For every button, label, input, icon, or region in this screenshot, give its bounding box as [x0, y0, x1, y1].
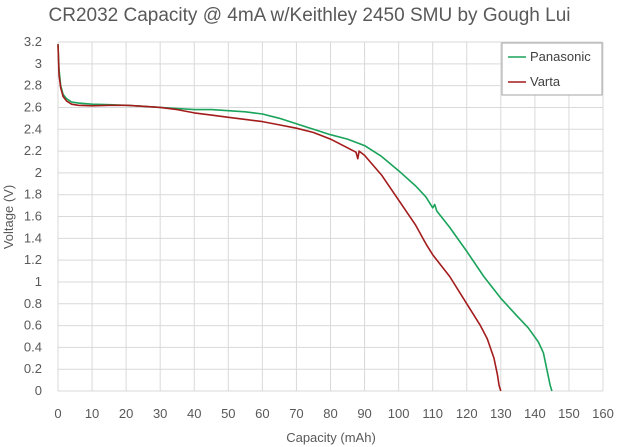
x-tick-label: 20	[119, 406, 133, 421]
x-axis-ticks: 0 10 20 30 40 50 60 70 80 90 100 110 120 130 140 150 160	[54, 406, 613, 421]
x-tick-label: 140	[524, 406, 546, 421]
legend-label-panasonic: Panasonic	[530, 49, 591, 64]
y-tick-label: 1.8	[24, 187, 42, 202]
legend-label-varta: Varta	[530, 74, 561, 89]
x-tick-label: 10	[85, 406, 99, 421]
y-tick-label: 0.8	[24, 296, 42, 311]
y-tick-label: 1.2	[24, 252, 42, 267]
x-tick-label: 110	[422, 406, 443, 421]
y-tick-label: 1.4	[24, 230, 42, 245]
y-tick-label: 0.2	[24, 361, 42, 376]
x-tick-label: 90	[357, 406, 371, 421]
y-tick-label: 2.2	[24, 143, 42, 158]
y-tick-label: 2.4	[24, 121, 42, 136]
x-tick-label: 150	[558, 406, 580, 421]
legend-box	[501, 42, 603, 96]
y-tick-label: 3	[35, 56, 42, 71]
chart-title: CR2032 Capacity @ 4mA w/Keithley 2450 SM…	[48, 5, 571, 26]
series-line-varta	[57, 44, 502, 392]
series-lines	[57, 44, 553, 392]
x-tick-label: 40	[187, 406, 201, 421]
x-tick-label: 80	[323, 406, 337, 421]
y-tick-label: 1.6	[24, 209, 42, 224]
y-tick-label: 0.4	[24, 339, 42, 354]
x-tick-label: 60	[255, 406, 269, 421]
x-tick-label: 70	[289, 406, 303, 421]
x-tick-label: 130	[490, 406, 512, 421]
y-axis-title: Voltage (V)	[1, 185, 16, 249]
y-tick-label: 3.2	[24, 34, 42, 49]
x-tick-label: 30	[153, 406, 167, 421]
y-tick-label: 2.6	[24, 99, 42, 114]
y-tick-label: 0	[35, 383, 42, 398]
y-tick-label: 2.8	[24, 78, 42, 93]
series-line-panasonic	[57, 44, 553, 392]
y-tick-label: 0.6	[24, 318, 42, 333]
x-axis-title: Capacity (mAh)	[286, 430, 376, 445]
legend: Panasonic Varta	[501, 42, 603, 96]
x-tick-label: 160	[592, 406, 614, 421]
y-axis-ticks: 0 0.2 0.4 0.6 0.8 1 1.2 1.4 1.6 1.8 2 2.2 2.4 2.6 2.8 3…	[24, 34, 42, 398]
x-tick-label: 0	[54, 406, 61, 421]
x-tick-label: 50	[221, 406, 235, 421]
x-tick-label: 120	[456, 406, 478, 421]
y-tick-label: 1	[35, 274, 42, 289]
x-tick-label: 100	[388, 406, 410, 421]
y-tick-label: 2	[35, 165, 42, 180]
